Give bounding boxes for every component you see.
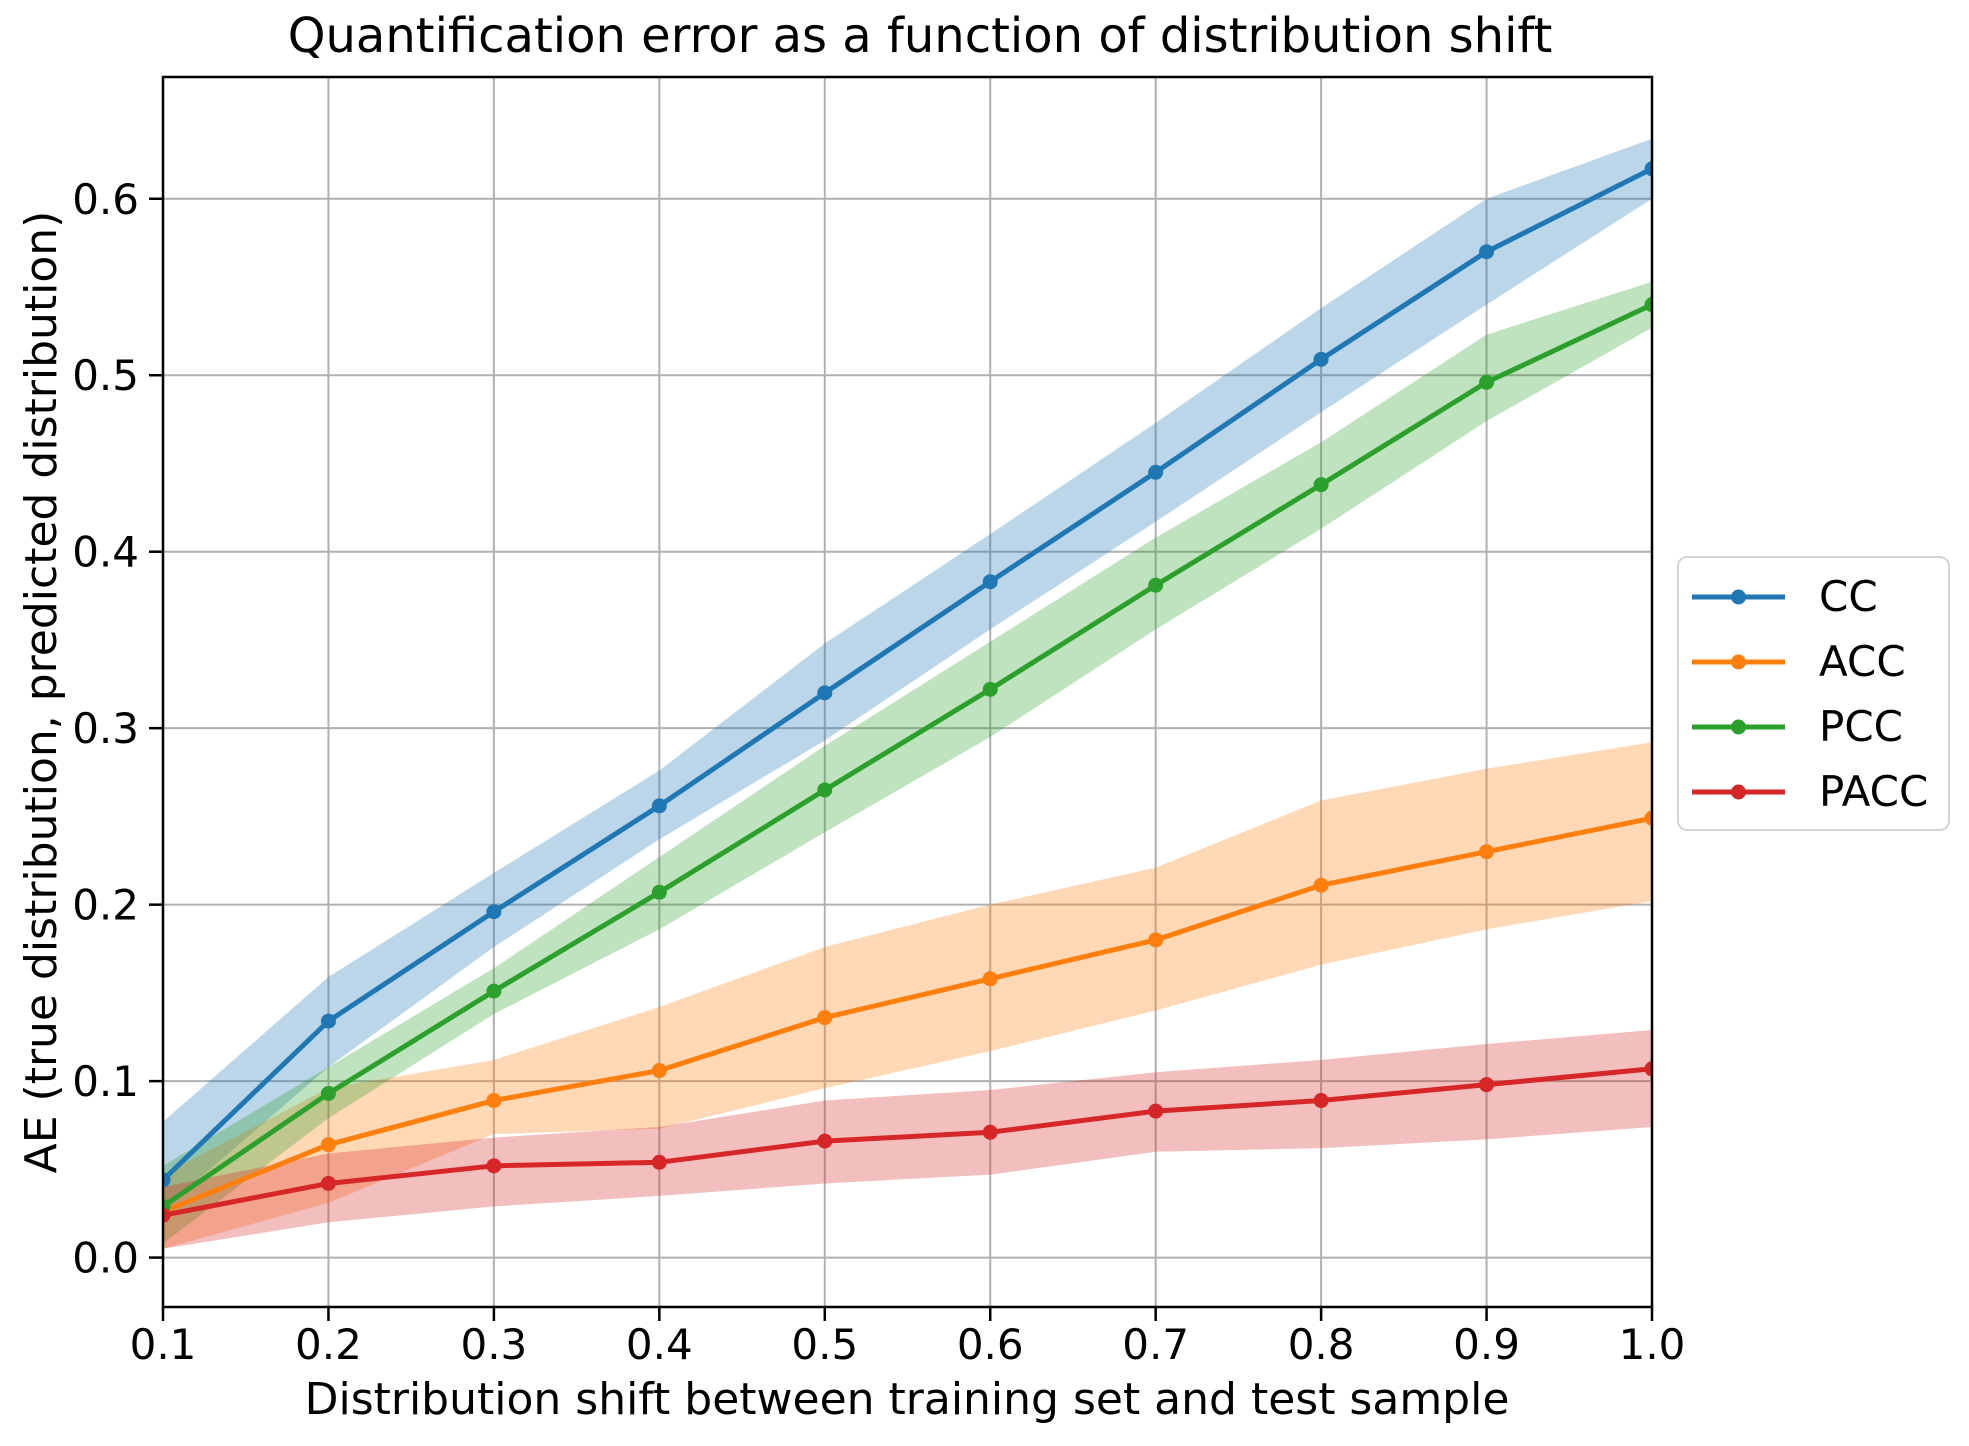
legend-item-PCC: PCC xyxy=(1679,694,1948,759)
series-line-PCC xyxy=(163,302,1652,1209)
x-tick-label: 1.0 xyxy=(1619,1320,1686,1369)
x-tick-label: 0.6 xyxy=(957,1320,1024,1369)
legend-line-sample xyxy=(1692,654,1785,669)
series-line-ACC xyxy=(163,815,1652,1215)
y-tick-label: 0.0 xyxy=(72,1234,139,1283)
legend-item-ACC: ACC xyxy=(1679,629,1948,694)
x-tick-label: 0.4 xyxy=(626,1320,693,1369)
series-markers-PACC xyxy=(163,1061,1652,1223)
tick-marks xyxy=(149,197,1654,1321)
series-line-CC xyxy=(163,166,1652,1183)
series-markers-PCC xyxy=(163,297,1652,1214)
x-tick-label: 0.1 xyxy=(130,1320,197,1369)
series-band-ACC xyxy=(163,742,1652,1249)
x-tick-label: 0.5 xyxy=(791,1320,858,1369)
y-tick-label: 0.6 xyxy=(72,175,139,224)
tick-labels: 0.1 0.2 0.3 0.4 0.5 0.6 0.7 0.8 0.9 1.0 0.0 0.1 0.2 0… xyxy=(72,175,1685,1369)
legend-label: ACC xyxy=(1819,636,1906,686)
x-tick-label: 0.2 xyxy=(295,1320,362,1369)
legend-label: PACC xyxy=(1819,766,1929,816)
legend-label: CC xyxy=(1819,571,1878,621)
x-tick-label: 0.3 xyxy=(460,1320,527,1369)
legend-line-sample xyxy=(1692,589,1785,604)
x-tick-label: 0.9 xyxy=(1453,1320,1520,1369)
series-band-PACC xyxy=(163,1029,1652,1249)
legend: CC ACC PCC PACC xyxy=(1677,556,1950,831)
x-axis-label: Distribution shift between training set … xyxy=(304,1374,1510,1425)
y-tick-label: 0.5 xyxy=(72,351,139,400)
y-tick-label: 0.4 xyxy=(72,528,139,577)
legend-line-sample xyxy=(1692,784,1785,799)
y-tick-label: 0.3 xyxy=(72,704,139,753)
legend-line-sample xyxy=(1692,719,1785,734)
axes-spines xyxy=(161,75,1654,1309)
x-tick-label: 0.8 xyxy=(1288,1320,1355,1369)
y-axis-label: AE (true distribution, predicted distrib… xyxy=(16,210,67,1174)
series-markers-CC xyxy=(163,161,1652,1188)
series-markers-ACC xyxy=(163,810,1652,1220)
y-tick-label: 0.1 xyxy=(72,1057,139,1106)
series-line-PACC xyxy=(163,1066,1652,1218)
x-tick-label: 0.7 xyxy=(1122,1320,1189,1369)
series-band-CC xyxy=(163,138,1652,1210)
chart-title: Quantification error as a function of di… xyxy=(287,8,1553,64)
legend-item-CC: CC xyxy=(1679,564,1948,629)
legend-item-PACC: PACC xyxy=(1679,759,1948,824)
legend-label: PCC xyxy=(1819,701,1903,751)
y-tick-label: 0.2 xyxy=(72,881,139,930)
series-band-PCC xyxy=(163,281,1652,1244)
